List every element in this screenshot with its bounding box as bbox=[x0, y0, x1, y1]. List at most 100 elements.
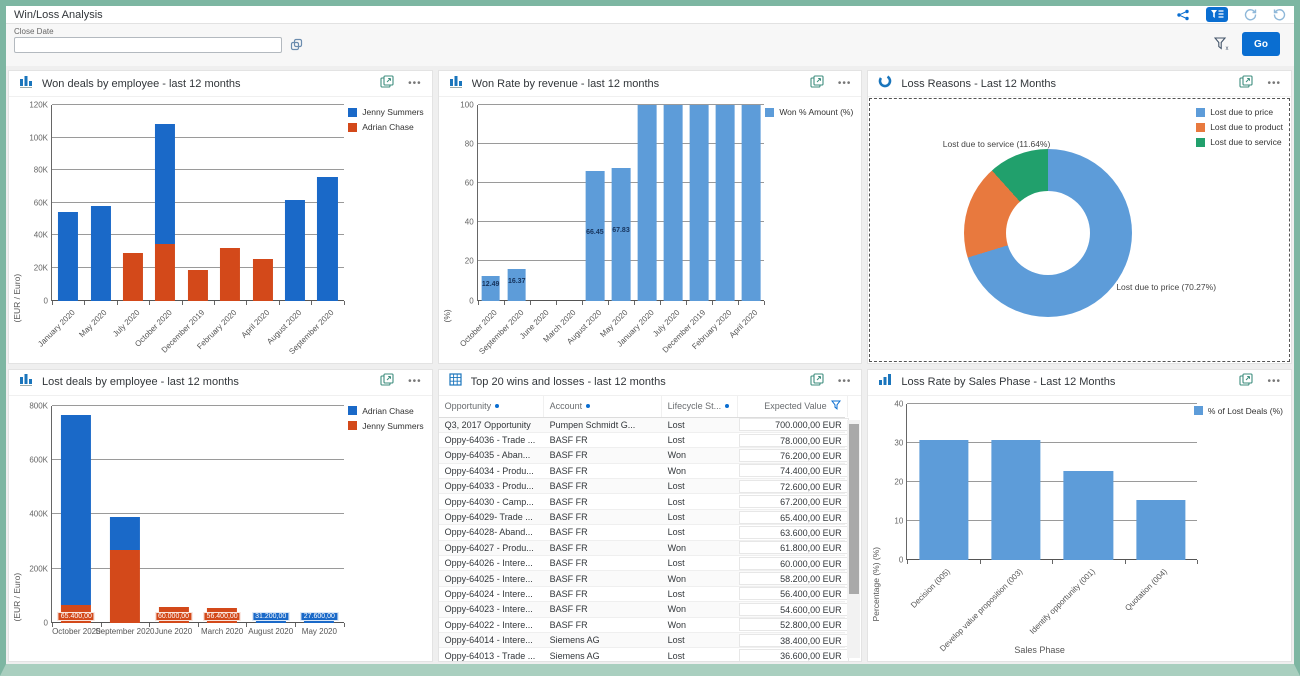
bar-October 2020[interactable]: 12.49 bbox=[478, 105, 504, 301]
bar-segment[interactable] bbox=[187, 269, 208, 301]
overflow-menu-icon[interactable]: ••• bbox=[837, 376, 852, 387]
bar-March 2020[interactable]: 56.400,00 bbox=[198, 406, 247, 623]
table-row[interactable]: Oppy-64024 - Intere... BASF FR Lost 56.400,… bbox=[438, 587, 849, 603]
bar-June 2020[interactable] bbox=[530, 105, 556, 301]
bar-Decision (005)[interactable] bbox=[907, 404, 979, 560]
bar-Quotation (004)[interactable] bbox=[1125, 404, 1197, 560]
bar-segment[interactable] bbox=[1063, 471, 1113, 560]
bar-May 2020[interactable]: 67.83 bbox=[608, 105, 634, 301]
bar-segment[interactable] bbox=[637, 105, 657, 301]
bar-September 2020[interactable] bbox=[311, 105, 343, 301]
reset-icon[interactable] bbox=[1244, 8, 1257, 21]
clear-filter-icon[interactable]: x bbox=[1214, 37, 1230, 51]
bar-segment[interactable] bbox=[689, 105, 709, 301]
open-in-window-icon[interactable] bbox=[380, 74, 394, 93]
overflow-menu-icon[interactable]: ••• bbox=[1267, 376, 1281, 387]
bar-segment[interactable] bbox=[611, 167, 631, 301]
table-row[interactable]: Oppy-64025 - Intere... BASF FR Won 58.200,0… bbox=[438, 571, 849, 587]
filter-funnel-icon[interactable] bbox=[830, 400, 841, 412]
table-scrollbar[interactable] bbox=[847, 419, 861, 658]
bar-segment[interactable] bbox=[61, 414, 92, 606]
bar-February 2020[interactable] bbox=[712, 105, 738, 301]
column-header-opportunity[interactable]: Opportunity bbox=[439, 395, 544, 417]
donut-chart[interactable] bbox=[964, 149, 1133, 317]
overflow-menu-icon[interactable]: ••• bbox=[837, 77, 852, 89]
overflow-menu-icon[interactable]: ••• bbox=[408, 376, 422, 387]
close-date-input[interactable] bbox=[14, 37, 282, 53]
bar-segment[interactable] bbox=[155, 244, 176, 301]
bar-segment[interactable] bbox=[585, 170, 605, 301]
refresh-icon[interactable] bbox=[1273, 8, 1286, 21]
open-in-window-icon[interactable] bbox=[810, 373, 824, 391]
bar-February 2020[interactable] bbox=[214, 105, 246, 301]
overflow-menu-icon[interactable]: ••• bbox=[1267, 77, 1281, 89]
table-row[interactable]: Oppy-64035 - Aban... BASF FR Won 76.200,00 … bbox=[438, 448, 849, 464]
table-row[interactable]: Q3, 2017 Opportunity Pumpen Schmidt G... L… bbox=[438, 417, 849, 433]
bar-August 2020[interactable]: 31.200,00 bbox=[246, 406, 295, 623]
filter-table-active-icon[interactable] bbox=[1206, 7, 1228, 22]
go-button[interactable]: Go bbox=[1242, 32, 1280, 56]
open-in-window-icon[interactable] bbox=[380, 373, 394, 391]
column-header-lifecycle-st-[interactable]: Lifecycle St... bbox=[662, 395, 738, 417]
table-row[interactable]: Oppy-64028- Aband... BASF FR Lost 63.600,00… bbox=[438, 525, 849, 541]
table-row[interactable]: Oppy-64026 - Intere... BASF FR Lost 60.000,… bbox=[438, 556, 849, 572]
overflow-menu-icon[interactable]: ••• bbox=[408, 77, 422, 89]
bar-September 2020[interactable] bbox=[101, 406, 150, 623]
bar-segment[interactable] bbox=[991, 439, 1041, 560]
bar-September 2020[interactable]: 16.37 bbox=[504, 105, 530, 301]
table-row[interactable]: Oppy-64034 - Produ... BASF FR Won 74.400,00… bbox=[438, 464, 849, 480]
bar-segment[interactable] bbox=[109, 549, 140, 623]
bar-July 2020[interactable] bbox=[660, 105, 686, 301]
bar-August 2020[interactable] bbox=[279, 105, 311, 301]
column-header-account[interactable]: Account bbox=[544, 395, 662, 417]
open-in-window-icon[interactable] bbox=[810, 74, 824, 93]
column-header-expected-value[interactable]: Expected Value bbox=[738, 395, 848, 417]
bar-April 2020[interactable] bbox=[246, 105, 278, 301]
bar-segment[interactable] bbox=[58, 211, 79, 301]
table-row[interactable]: Oppy-64033 - Produ... BASF FR Lost 72.600,0… bbox=[438, 479, 849, 495]
bar-segment[interactable] bbox=[155, 123, 176, 245]
table-row[interactable]: Oppy-64014 - Intere... Siemens AG Lost 38.4… bbox=[438, 632, 849, 649]
table-row[interactable]: Oppy-64023 - Intere... BASF FR Won 54.600,0… bbox=[438, 602, 849, 618]
bar-segment[interactable] bbox=[90, 206, 111, 301]
bar-segment[interactable] bbox=[663, 105, 683, 301]
bar-segment[interactable] bbox=[122, 253, 144, 301]
bar-May 2020[interactable]: 27.600,00 bbox=[295, 406, 344, 623]
bar-segment[interactable] bbox=[109, 516, 140, 550]
bar-October 2020[interactable]: 65.400,00 bbox=[52, 406, 101, 623]
bar-January 2020[interactable] bbox=[634, 105, 660, 301]
bar-segment[interactable] bbox=[481, 276, 501, 301]
bar-segment[interactable] bbox=[507, 268, 527, 301]
table-row[interactable]: Oppy-64030 - Camp... BASF FR Lost 67.200,00… bbox=[438, 494, 849, 510]
bar-segment[interactable] bbox=[317, 176, 338, 301]
table-row[interactable]: Oppy-64027 - Produ... BASF FR Won 61.800,00… bbox=[438, 540, 849, 557]
bar-segment[interactable] bbox=[252, 258, 273, 301]
bar-May 2020[interactable] bbox=[84, 105, 116, 301]
scrollbar-thumb[interactable] bbox=[848, 423, 859, 594]
bar-January 2020[interactable] bbox=[52, 105, 84, 301]
bar-segment[interactable] bbox=[220, 248, 241, 301]
open-in-window-icon[interactable] bbox=[1239, 373, 1254, 391]
bar-April 2020[interactable] bbox=[738, 105, 764, 301]
bar-segment[interactable] bbox=[284, 200, 306, 301]
bar-Develop value proposition (003)[interactable] bbox=[980, 404, 1052, 560]
share-icon[interactable] bbox=[1176, 9, 1190, 21]
table-row[interactable]: Oppy-64013 - Trade ... Siemens AG Lost 36.6… bbox=[439, 648, 849, 662]
bar-December 2019[interactable] bbox=[182, 105, 214, 301]
bar-June 2020[interactable]: 60.000,00 bbox=[149, 406, 198, 623]
open-in-window-icon[interactable] bbox=[1239, 74, 1254, 93]
bar-December 2019[interactable] bbox=[686, 105, 712, 301]
bar-Identify opportunity (001)[interactable] bbox=[1052, 404, 1124, 560]
bar-segment[interactable] bbox=[1136, 500, 1186, 560]
bar-October 2020[interactable] bbox=[149, 105, 181, 301]
table-row[interactable]: Oppy-64029- Trade ... BASF FR Lost 65.400,0… bbox=[438, 509, 849, 526]
table-row[interactable]: Oppy-64022 - Intere... BASF FR Won 52.800,0… bbox=[438, 618, 849, 633]
bar-segment[interactable] bbox=[918, 439, 969, 560]
bar-segment[interactable] bbox=[741, 105, 761, 301]
bar-segment[interactable] bbox=[715, 105, 735, 301]
bar-July 2020[interactable] bbox=[117, 105, 149, 301]
bar-March 2020[interactable] bbox=[556, 105, 582, 301]
bar-August 2020[interactable]: 66.45 bbox=[582, 105, 608, 301]
value-help-link-icon[interactable] bbox=[290, 38, 303, 56]
table-row[interactable]: Oppy-64036 - Trade ... BASF FR Lost 78.000,… bbox=[438, 433, 849, 449]
